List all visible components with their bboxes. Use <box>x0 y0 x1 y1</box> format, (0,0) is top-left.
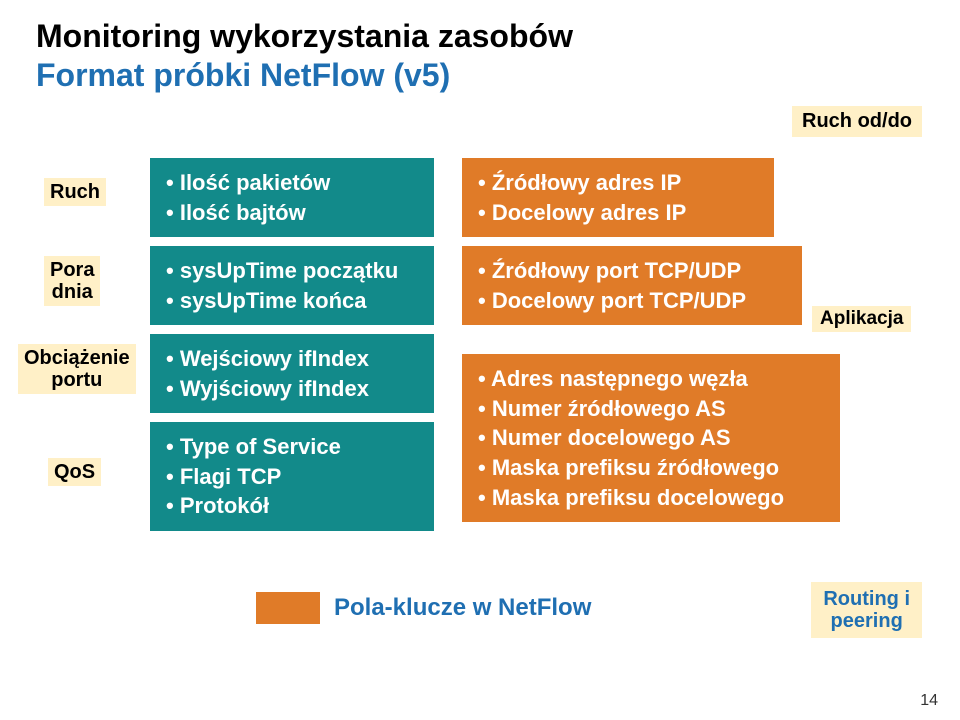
item-src-mask: Maska prefiksu źródłowego <box>478 453 826 483</box>
item-flagi-tcp: Flagi TCP <box>166 462 420 492</box>
label-pora-l2: dnia <box>52 281 93 303</box>
item-src-port: Źródłowy port TCP/UDP <box>478 256 788 286</box>
item-ilosc-pakietow: Ilość pakietów <box>166 168 420 198</box>
item-src-ip: Źródłowy adres IP <box>478 168 760 198</box>
title-line-1: Monitoring wykorzystania zasobów <box>36 18 924 55</box>
label-obciazenie: Obciążenie portu <box>18 344 136 394</box>
label-pora-l1: Pora <box>50 259 94 281</box>
label-obc-l1: Obciążenie <box>24 347 130 369</box>
slide-page: Monitoring wykorzystania zasobów Format … <box>0 0 960 720</box>
label-pora-dnia: Pora dnia <box>44 256 100 306</box>
bottom-right-l2: peering <box>831 610 903 632</box>
item-next-hop: Adres następnego węzła <box>478 364 826 394</box>
item-src-as: Numer źródłowego AS <box>478 394 826 424</box>
item-dst-port: Docelowy port TCP/UDP <box>478 286 788 316</box>
legend-text: Pola-klucze w NetFlow <box>334 594 591 622</box>
item-tos: Type of Service <box>166 432 420 462</box>
item-ilosc-bajtow: Ilość bajtów <box>166 198 420 228</box>
block-left-time: sysUpTime początku sysUpTime końca <box>150 246 434 325</box>
label-aplikacja: Aplikacja <box>812 306 911 332</box>
legend: Pola-klucze w NetFlow <box>256 592 591 624</box>
label-ruch: Ruch <box>44 178 106 206</box>
item-sysuptime-end: sysUpTime końca <box>166 286 420 316</box>
block-left-traffic: Ilość pakietów Ilość bajtów <box>150 158 434 237</box>
item-sysuptime-start: sysUpTime początku <box>166 256 420 286</box>
block-left-ifindex: Wejściowy ifIndex Wyjściowy ifIndex <box>150 334 434 413</box>
item-dst-mask: Maska prefiksu docelowego <box>478 483 826 513</box>
item-dst-ip: Docelowy adres IP <box>478 198 760 228</box>
title-line-2: Format próbki NetFlow (v5) <box>36 57 924 94</box>
item-ifindex-out: Wyjściowy ifIndex <box>166 374 420 404</box>
badge-ruch-od-do: Ruch od/do <box>792 106 922 137</box>
legend-swatch <box>256 592 320 624</box>
item-dst-as: Numer docelowego AS <box>478 423 826 453</box>
block-left-tos: Type of Service Flagi TCP Protokół <box>150 422 434 531</box>
label-qos: QoS <box>48 458 101 486</box>
page-number: 14 <box>920 692 938 710</box>
bottom-right-l1: Routing i <box>823 588 910 610</box>
item-protokol: Protokół <box>166 491 420 521</box>
label-obc-l2: portu <box>51 369 102 391</box>
block-right-routing: Adres następnego węzła Numer źródłowego … <box>462 354 840 522</box>
block-right-ports: Źródłowy port TCP/UDP Docelowy port TCP/… <box>462 246 802 325</box>
item-ifindex-in: Wejściowy ifIndex <box>166 344 420 374</box>
block-right-ip: Źródłowy adres IP Docelowy adres IP <box>462 158 774 237</box>
bottom-right-routing-peering: Routing i peering <box>811 582 922 638</box>
